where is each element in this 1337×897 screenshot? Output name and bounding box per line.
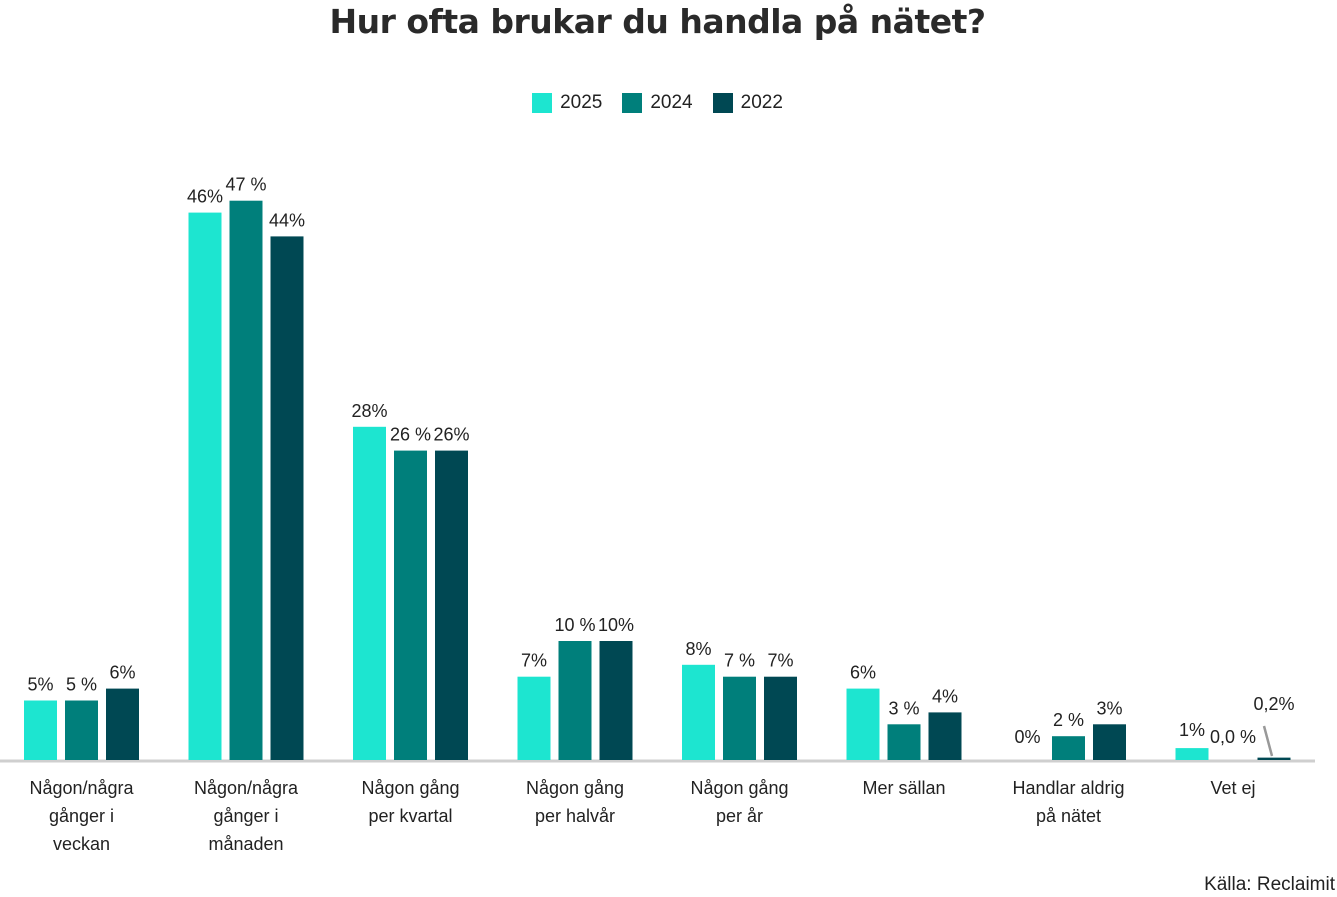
legend-item-2024: 2024 — [622, 92, 693, 114]
bar-2022-0 — [106, 688, 139, 760]
bar-2024-6 — [1052, 736, 1085, 760]
legend-swatch-2022 — [712, 93, 733, 113]
legend-swatch-2025 — [532, 93, 553, 113]
bar-2024-1 — [229, 200, 263, 760]
category-label-line: Mer sällan — [862, 778, 945, 798]
data-label-2025-5: 6% — [850, 663, 876, 683]
data-label-2025-0: 5% — [27, 675, 53, 695]
legend-label-2025: 2025 — [560, 92, 603, 113]
category-label-line: veckan — [53, 834, 110, 854]
data-label-2025-4: 8% — [685, 639, 711, 659]
category-label-line: Vet ej — [1210, 778, 1255, 798]
category-label-line: Handlar aldrig — [1012, 778, 1124, 798]
bar-2022-6 — [1093, 724, 1126, 760]
legend-label-2022: 2022 — [740, 92, 783, 113]
category-label-0: Någon/några gånger i veckan — [29, 778, 134, 854]
data-label-2024-0: 5 % — [66, 675, 97, 695]
category-label-line: gånger i — [49, 806, 114, 826]
data-label-2022-2: 26% — [433, 425, 469, 445]
bar-2025-4 — [682, 664, 715, 760]
category-label-line: per kvartal — [368, 806, 452, 826]
data-label-2022-0: 6% — [109, 663, 135, 683]
bar-2025-0 — [24, 700, 57, 760]
bar-2025-7 — [1175, 748, 1209, 760]
data-label-2024-2: 26 % — [390, 425, 431, 445]
data-label-2025-7: 1% — [1179, 720, 1205, 740]
category-label-line: månaden — [208, 834, 283, 854]
category-label-2: Någon gång per kvartal — [361, 778, 459, 826]
data-label-2024-1: 47 % — [225, 175, 266, 195]
category-label-4: Någon gång per år — [690, 778, 788, 826]
data-label-2022-1: 44% — [269, 210, 305, 230]
data-label-2025-3: 7% — [521, 651, 547, 671]
data-label-2024-4: 7 % — [724, 651, 755, 671]
bar-2022-2 — [435, 450, 468, 760]
category-label-6: Handlar aldrig på nätet — [1012, 778, 1124, 826]
data-label-2024-5: 3 % — [888, 698, 919, 718]
bar-2024-0 — [65, 700, 98, 760]
bar-2024-4 — [723, 676, 756, 760]
bar-2022-5 — [928, 712, 962, 760]
category-label-line: per år — [716, 806, 763, 826]
category-label-7: Vet ej — [1210, 778, 1255, 798]
bar-2025-1 — [188, 212, 222, 761]
legend: 2025 2024 2022 — [0, 92, 1315, 114]
category-label-line: Någon/några — [194, 778, 299, 798]
data-label-2024-6: 2 % — [1053, 710, 1084, 730]
data-label-2025-1: 46% — [187, 187, 223, 207]
category-label-line: Någon gång — [361, 778, 459, 798]
category-label-line: på nätet — [1036, 806, 1101, 826]
category-label-line: Någon/några — [29, 778, 134, 798]
data-label-2024-3: 10 % — [554, 615, 595, 635]
legend-item-2025: 2025 — [532, 92, 602, 114]
bar-2024-2 — [394, 450, 427, 760]
category-label-5: Mer sällan — [862, 778, 945, 798]
source-note: Källa: Reclaimit — [1204, 874, 1335, 895]
data-label-2022-3: 10% — [598, 615, 634, 635]
legend-swatch-2024 — [622, 93, 643, 113]
bar-2024-3 — [558, 641, 592, 760]
data-label-2022-4: 7% — [767, 651, 793, 671]
category-label-line: per halvår — [535, 806, 615, 826]
legend-item-2022: 2022 — [712, 92, 783, 114]
category-label-line: Någon gång — [526, 778, 624, 798]
data-label-2022-5: 4% — [932, 686, 958, 706]
data-label-2025-2: 28% — [351, 401, 387, 421]
bar-2025-2 — [353, 426, 386, 760]
bar-2022-7 — [1257, 757, 1291, 760]
data-label-2025-6: 0% — [1014, 727, 1040, 747]
data-label-2022-7: 0,2% — [1253, 694, 1294, 714]
bar-2025-3 — [517, 676, 551, 760]
bar-2022-1 — [270, 236, 304, 760]
bar-2025-5 — [846, 688, 880, 760]
leader-line-2022-7 — [1262, 725, 1274, 757]
legend-label-2024: 2024 — [650, 92, 693, 113]
bar-2022-4 — [764, 676, 797, 760]
category-label-3: Någon gång per halvår — [526, 778, 624, 826]
chart-title: Hur ofta brukar du handla på nätet? — [329, 2, 986, 41]
category-label-1: Någon/några gånger i månaden — [194, 778, 299, 854]
category-label-line: Någon gång — [690, 778, 788, 798]
bar-2024-5 — [887, 724, 921, 760]
bar-2022-3 — [599, 641, 633, 760]
data-label-2022-6: 3% — [1096, 698, 1122, 718]
category-label-line: gånger i — [213, 806, 278, 826]
data-label-2024-7: 0,0 % — [1210, 727, 1256, 747]
